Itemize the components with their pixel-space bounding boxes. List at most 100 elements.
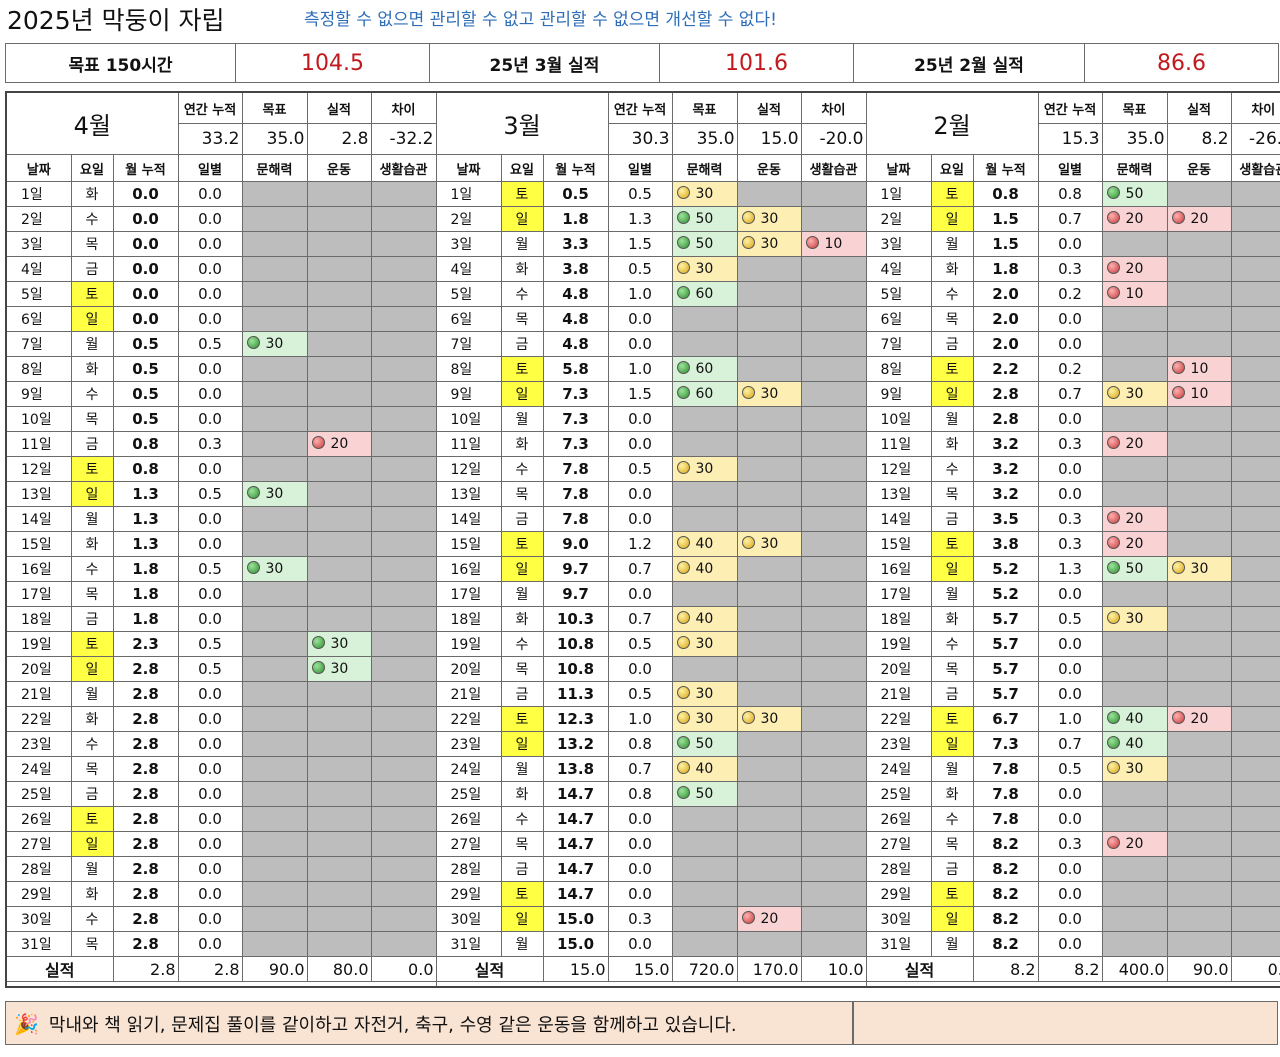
column-header: 요일 bbox=[930, 154, 974, 182]
status-dot-icon bbox=[1106, 611, 1120, 624]
stat-label: 연간 누적 bbox=[607, 91, 673, 124]
exercise-cell bbox=[1166, 656, 1232, 682]
total-value: 2.8 bbox=[112, 956, 179, 982]
date-cell: 7일 bbox=[435, 331, 502, 357]
date-cell: 12일 bbox=[865, 456, 932, 482]
total-value: 400.0 bbox=[1101, 956, 1168, 982]
literacy-cell: 50 bbox=[671, 781, 738, 807]
slogan-text: 측정할 수 없으면 관리할 수 없고 관리할 수 없으면 개선할 수 없다! bbox=[304, 10, 777, 30]
exercise-cell bbox=[306, 381, 372, 407]
month-cumulative-cell: 0.0 bbox=[112, 206, 179, 232]
exercise-cell bbox=[306, 731, 372, 757]
month-cumulative-cell: 2.8 bbox=[112, 831, 179, 857]
daily-cell: 0.5 bbox=[1037, 606, 1103, 632]
status-dot-icon bbox=[1106, 711, 1120, 724]
daily-cell: 0.0 bbox=[1037, 806, 1103, 832]
date-cell: 13일 bbox=[435, 481, 502, 507]
table-row: 2일 수 0.0 0.0 2일 일 1.8 1.3 50 30 2일 일 1.5 0.7 20 20 bbox=[5, 206, 1280, 232]
status-dot-icon bbox=[741, 911, 755, 924]
daily-cell: 0.5 bbox=[607, 681, 673, 707]
daily-cell: 0.0 bbox=[607, 656, 673, 682]
literacy-cell bbox=[241, 931, 308, 957]
daily-cell: 0.7 bbox=[1037, 206, 1103, 232]
table-row: 27일 일 2.8 0.0 27일 목 14.7 0.0 27일 목 8.2 0.3 20 bbox=[5, 831, 1280, 857]
month-cumulative-cell: 2.0 bbox=[972, 281, 1039, 307]
date-cell: 19일 bbox=[435, 631, 502, 657]
literacy-cell: 60 bbox=[671, 356, 738, 382]
habit-cell bbox=[370, 181, 437, 207]
exercise-cell bbox=[306, 181, 372, 207]
literacy-cell bbox=[241, 306, 308, 332]
minutes-value: 30 bbox=[1125, 611, 1144, 627]
weekday-cell: 수 bbox=[70, 906, 114, 932]
exercise-cell bbox=[1166, 506, 1232, 532]
habit-cell bbox=[370, 381, 437, 407]
literacy-cell bbox=[241, 456, 308, 482]
month-title: 3월 bbox=[435, 91, 609, 155]
month-cumulative-cell: 2.0 bbox=[972, 331, 1039, 357]
exercise-cell bbox=[736, 181, 802, 207]
date-cell: 25일 bbox=[5, 781, 72, 807]
stat-label: 실적 bbox=[736, 91, 802, 124]
daily-cell: 0.5 bbox=[177, 656, 243, 682]
column-header: 운동 bbox=[1166, 154, 1232, 182]
weekday-cell: 토 bbox=[500, 181, 544, 207]
total-value: 720.0 bbox=[671, 956, 738, 982]
month-cumulative-cell: 1.8 bbox=[112, 556, 179, 582]
daily-cell: 0.7 bbox=[607, 756, 673, 782]
habit-cell: 10 bbox=[800, 231, 867, 257]
literacy-cell: 40 bbox=[1101, 706, 1168, 732]
daily-cell: 0.5 bbox=[177, 481, 243, 507]
exercise-cell bbox=[306, 606, 372, 632]
date-cell: 17일 bbox=[865, 581, 932, 607]
daily-cell: 0.0 bbox=[1037, 581, 1103, 607]
month-cumulative-cell: 0.5 bbox=[112, 356, 179, 382]
habit-cell bbox=[1230, 456, 1280, 482]
date-cell: 31일 bbox=[435, 931, 502, 957]
column-header: 운동 bbox=[736, 154, 802, 182]
month-cumulative-cell: 8.2 bbox=[972, 831, 1039, 857]
minutes-value: 50 bbox=[695, 236, 714, 252]
page-title: 2025년 막둥이 자립 bbox=[7, 6, 225, 35]
habit-cell bbox=[1230, 856, 1280, 882]
status-dot-icon bbox=[1106, 386, 1120, 399]
month-cumulative-cell: 3.8 bbox=[972, 531, 1039, 557]
status-dot-icon bbox=[1106, 736, 1120, 749]
exercise-cell bbox=[306, 531, 372, 557]
habit-cell bbox=[800, 756, 867, 782]
weekday-cell: 목 bbox=[70, 231, 114, 257]
month-cumulative-cell: 1.5 bbox=[972, 231, 1039, 257]
daily-cell: 0.0 bbox=[177, 531, 243, 557]
literacy-cell: 20 bbox=[1101, 256, 1168, 282]
habit-cell bbox=[370, 756, 437, 782]
literacy-cell bbox=[241, 581, 308, 607]
table-row: 4일 금 0.0 0.0 4일 화 3.8 0.5 30 4일 화 1.8 0.3 20 bbox=[5, 256, 1280, 282]
weekday-cell: 월 bbox=[500, 581, 544, 607]
month-cumulative-cell: 5.2 bbox=[972, 581, 1039, 607]
minutes-value: 30 bbox=[265, 336, 284, 352]
minutes-value: 50 bbox=[1125, 186, 1144, 202]
month-cumulative-cell: 0.0 bbox=[112, 256, 179, 282]
month-cumulative-cell: 14.7 bbox=[542, 881, 609, 907]
weekday-cell: 금 bbox=[500, 856, 544, 882]
habit-cell bbox=[800, 431, 867, 457]
habit-cell bbox=[800, 206, 867, 232]
month-cumulative-cell: 0.0 bbox=[112, 181, 179, 207]
weekday-cell: 토 bbox=[70, 456, 114, 482]
column-header: 월 누적 bbox=[112, 154, 179, 182]
daily-cell: 0.2 bbox=[1037, 356, 1103, 382]
exercise-cell bbox=[1166, 531, 1232, 557]
status-dot-icon bbox=[1106, 211, 1120, 224]
date-cell: 22일 bbox=[865, 706, 932, 732]
footnote-empty-cell bbox=[853, 1001, 1278, 1045]
literacy-cell: 60 bbox=[671, 381, 738, 407]
month-cumulative-cell: 0.0 bbox=[112, 281, 179, 307]
status-dot-icon bbox=[676, 261, 690, 274]
literacy-cell bbox=[241, 431, 308, 457]
weekday-cell: 화 bbox=[70, 531, 114, 557]
literacy-cell: 30 bbox=[1101, 606, 1168, 632]
date-cell: 5일 bbox=[5, 281, 72, 307]
column-header: 문해력 bbox=[671, 154, 738, 182]
literacy-cell bbox=[671, 881, 738, 907]
date-cell: 24일 bbox=[435, 756, 502, 782]
